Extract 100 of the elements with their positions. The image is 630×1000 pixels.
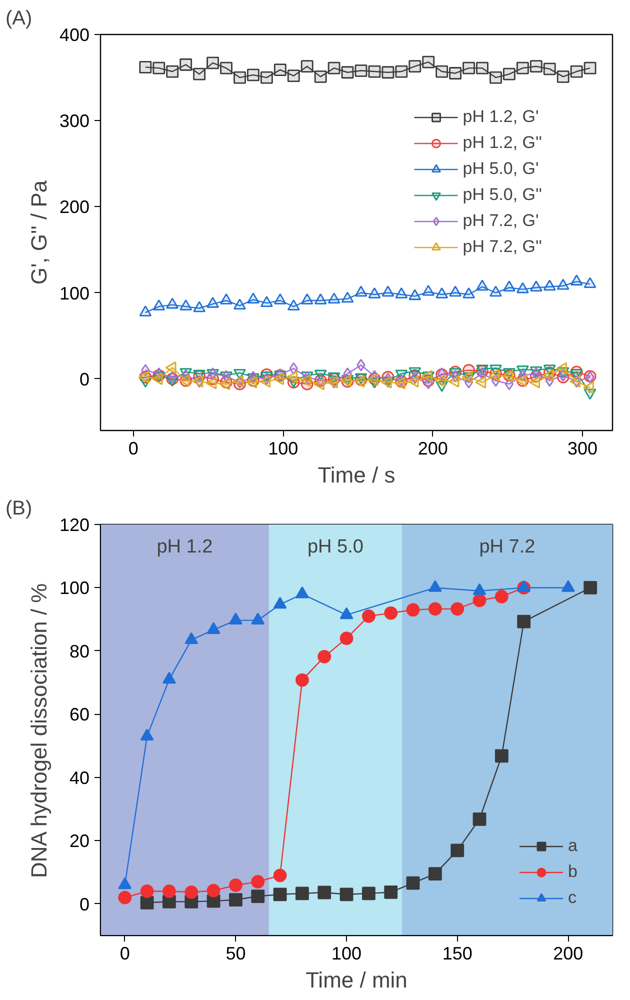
legend-label: c [568,887,578,909]
point [229,612,242,624]
point [140,728,154,740]
legend-label: a [568,835,578,857]
text: (A) [6,8,32,30]
point [530,280,542,292]
legend-label: pH 7.2, G' [462,210,539,232]
y-tick-label: 100 [59,578,90,598]
point [229,878,242,892]
y-tick-label: 120 [59,515,90,535]
point [556,70,570,83]
y-tick-label: 0 [79,894,90,914]
point [152,372,163,386]
point [428,867,442,881]
point [193,301,206,312]
point [476,280,488,291]
y-tick-label: 100 [59,283,90,304]
point [380,376,392,388]
point [362,886,376,900]
point [382,286,394,297]
point [295,886,309,900]
point [229,893,242,906]
x-tick-label: 100 [332,944,362,964]
point [354,64,368,77]
point [295,586,309,598]
point [494,590,508,604]
point [394,376,406,390]
point [341,66,354,79]
point [162,884,176,898]
point [408,289,422,300]
point [584,277,596,288]
x-tick-label: 150 [442,944,472,964]
point [490,71,502,84]
point [247,292,260,304]
point [273,596,287,609]
point [472,583,486,596]
point [450,602,464,616]
point [362,609,376,623]
point [556,362,567,375]
point [421,370,432,382]
point [234,298,246,310]
point [340,374,352,387]
point [436,65,448,78]
point [206,884,220,898]
point [232,375,244,388]
point [408,60,422,73]
y-tick-label: 0 [79,369,90,390]
y-tick-label: 300 [59,111,90,132]
point [138,370,150,384]
point [274,64,286,76]
y-tick-label: 40 [69,768,90,788]
y-axis-title: DNA hydrogel dissociation / % [26,583,52,878]
x-tick-label: 50 [226,944,246,964]
point [300,374,311,387]
point [340,888,354,902]
point [434,374,446,387]
point [462,62,475,74]
point [318,886,332,900]
point [395,287,408,298]
point [570,274,583,286]
point [490,286,502,297]
point [318,650,332,664]
point [140,896,154,910]
point [152,62,166,74]
point [314,378,324,390]
point [428,580,442,592]
legend-label: pH 7.2, G'' [462,236,542,258]
point [406,603,420,617]
point [395,65,408,78]
y-tick-label: 200 [59,197,90,218]
point [503,68,516,80]
point [384,885,398,899]
point [422,284,435,296]
legend-label: pH 5.0, G'' [462,184,542,206]
x-axis-title: Time / s [318,462,396,488]
point [367,374,378,386]
point [192,375,204,388]
point [584,62,596,74]
point [529,376,540,388]
point [532,367,541,380]
x-tick-label: 300 [568,438,598,458]
point [584,581,598,594]
point [408,375,419,388]
y-tick-label: 20 [69,831,90,852]
point [340,632,354,646]
point [184,632,198,644]
point [368,65,381,78]
point [516,282,529,294]
band-label: pH 7.2 [479,536,536,558]
point [251,612,265,624]
point [450,844,464,858]
y-tick-label: 60 [69,704,90,725]
point [475,376,486,388]
point [476,62,488,74]
point [556,278,570,290]
point [118,890,132,904]
point [300,60,314,73]
band-label: pH 5.0 [307,536,364,558]
point [368,287,381,298]
point [206,296,219,308]
